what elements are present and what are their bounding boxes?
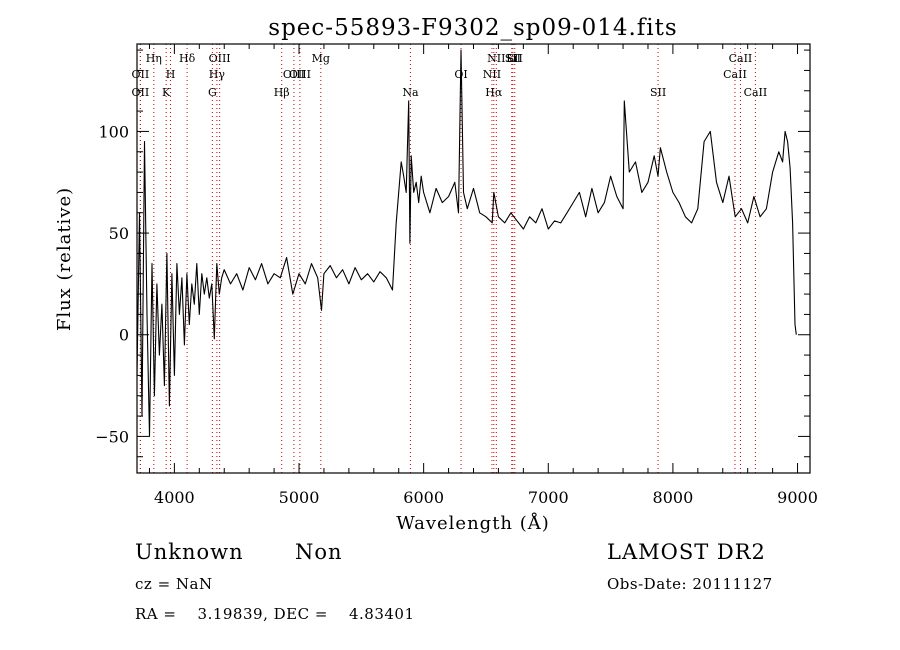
spectral-line-label: Mg	[312, 52, 330, 65]
coordinates-label: RA = 3.19839, DEC = 4.83401	[135, 605, 415, 623]
spectral-line-label: Hβ	[274, 86, 290, 99]
classification-label: Unknown	[135, 540, 244, 564]
spectral-line-label: CaII	[729, 52, 753, 65]
spectral-line-label: H	[166, 68, 176, 81]
spectral-line-label: OII	[132, 86, 150, 99]
x-tick-label: 6000	[403, 488, 444, 507]
spectral-line-label: Li	[506, 52, 517, 65]
spectral-line-label: NII	[487, 52, 505, 65]
spectral-line-label: Na	[402, 86, 419, 99]
spectral-line-label: Hδ	[179, 52, 196, 65]
spectral-line-label: NII	[483, 68, 501, 81]
survey-label: LAMOST DR2	[607, 540, 766, 564]
spectral-line-label: OII	[132, 68, 150, 81]
chart-title: spec-55893-F9302_sp09-014.fits	[268, 15, 677, 41]
spectral-line-label: G	[208, 86, 217, 99]
y-tick-label: −50	[95, 427, 129, 446]
spectral-line-label: CaII	[744, 86, 768, 99]
spectral-line-label: Hη	[146, 52, 162, 65]
spectral-line-label: CaII	[723, 68, 747, 81]
spectrum-line	[136, 49, 797, 437]
obs-date-label: Obs-Date: 20111127	[607, 575, 773, 593]
x-tick-label: 4000	[154, 488, 195, 507]
y-tick-label: 100	[98, 122, 129, 141]
y-tick-label: 0	[119, 326, 129, 345]
x-axis-label: Wavelength (Å)	[396, 512, 550, 534]
y-tick-label: 50	[109, 224, 129, 243]
spectral-line-label: Hγ	[209, 68, 226, 81]
y-axis-label: Flux (relative)	[54, 187, 75, 331]
x-tick-label: 7000	[528, 488, 569, 507]
spectral-line-label: K	[162, 86, 171, 99]
spectral-line-label: SII	[507, 52, 523, 65]
spectral-line-label: SII	[650, 86, 666, 99]
redshift-label: cz = NaN	[135, 575, 213, 593]
spectral-line-label: OIII	[209, 52, 231, 65]
x-tick-label: 8000	[653, 488, 694, 507]
plot-frame	[136, 43, 811, 474]
spectral-line-label: SII	[505, 52, 521, 65]
y-axis: −50 0 50 100	[95, 49, 810, 458]
spectral-line-markers	[139, 44, 756, 473]
spectral-line-label: Hα	[485, 86, 503, 99]
x-tick-label: 9000	[777, 488, 818, 507]
spectral-line-label: OIII	[283, 68, 305, 81]
x-axis: 4000 5000 6000 7000 8000 9000	[148, 44, 818, 507]
spectral-line-label: OIII	[289, 68, 311, 81]
subclass-label: Non	[295, 540, 343, 564]
x-tick-label: 5000	[279, 488, 320, 507]
